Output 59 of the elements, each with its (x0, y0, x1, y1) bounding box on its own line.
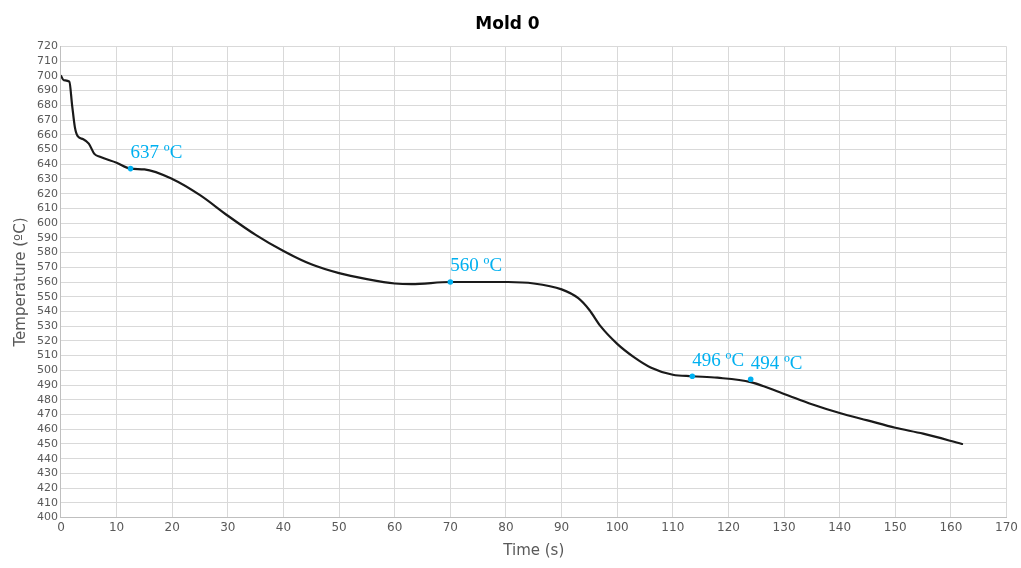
annotation: 496 ºC (692, 348, 745, 370)
x-tick-label: 170 (995, 519, 1018, 534)
y-tick-label: 640 (37, 157, 58, 171)
y-tick-label: 590 (37, 230, 58, 244)
y-tick-label: 400 (37, 510, 58, 524)
x-tick-label: 10 (108, 519, 125, 534)
annotation: 560 ºC (450, 254, 503, 276)
x-tick-label: 0 (57, 519, 65, 534)
x-tick-label: 50 (331, 519, 347, 534)
y-tick-label: 530 (37, 319, 58, 333)
y-tick-label: 410 (37, 495, 58, 509)
x-tick-label: 100 (605, 519, 629, 534)
annotation: 637 ºC (130, 141, 183, 163)
y-tick-label: 630 (37, 171, 58, 185)
y-tick-label: 500 (37, 363, 58, 377)
y-tick-label: 680 (37, 98, 58, 112)
annotation: 494 ºC (750, 351, 803, 373)
y-axis-title: Temperature (ºC) (10, 217, 29, 348)
y-tick-label: 470 (37, 407, 58, 421)
x-tick-label: 140 (828, 519, 852, 534)
x-tick-label: 20 (164, 519, 180, 534)
x-tick-label: 30 (220, 519, 236, 534)
chart-title: Mold 0 (475, 12, 540, 33)
line-series (61, 74, 964, 446)
x-axis-title: Time (s) (502, 540, 565, 559)
y-tick-label: 520 (37, 333, 58, 347)
x-tick-label: 90 (553, 519, 570, 534)
y-tick-label: 710 (37, 53, 58, 67)
y-tick-label: 480 (37, 392, 58, 406)
y-tick-label: 660 (37, 127, 58, 141)
y-tick-label: 460 (37, 422, 58, 436)
x-tick-label: 80 (498, 519, 514, 534)
x-tick-label: 40 (275, 519, 292, 534)
y-tick-label: 440 (37, 451, 58, 465)
y-tick-label: 620 (37, 186, 58, 200)
y-tick-label: 420 (37, 481, 58, 495)
y-tick-label: 510 (37, 348, 58, 362)
x-tick-label: 120 (716, 519, 740, 534)
x-tick-label: 110 (661, 519, 685, 534)
y-tick-label: 700 (37, 68, 58, 82)
y-tick-label: 570 (37, 260, 58, 274)
y-tick-label: 540 (37, 304, 58, 318)
x-tick-label: 130 (772, 519, 796, 534)
x-tick-label: 70 (442, 519, 458, 534)
x-tick-label: 150 (883, 519, 907, 534)
x-tick-label: 160 (939, 519, 963, 534)
y-tick-label: 670 (37, 112, 58, 126)
y-tick-label: 430 (37, 466, 58, 480)
x-tick-label: 60 (387, 519, 403, 534)
y-tick-label: 550 (37, 289, 58, 303)
y-tick-label: 610 (37, 201, 58, 215)
y-tick-label: 600 (37, 215, 58, 229)
y-tick-label: 720 (37, 39, 58, 53)
y-tick-label: 690 (37, 83, 58, 97)
y-tick-label: 450 (37, 436, 58, 450)
y-tick-label: 490 (37, 377, 58, 391)
y-tick-label: 560 (37, 274, 58, 288)
y-tick-label: 650 (37, 142, 58, 156)
y-tick-label: 580 (37, 245, 58, 259)
